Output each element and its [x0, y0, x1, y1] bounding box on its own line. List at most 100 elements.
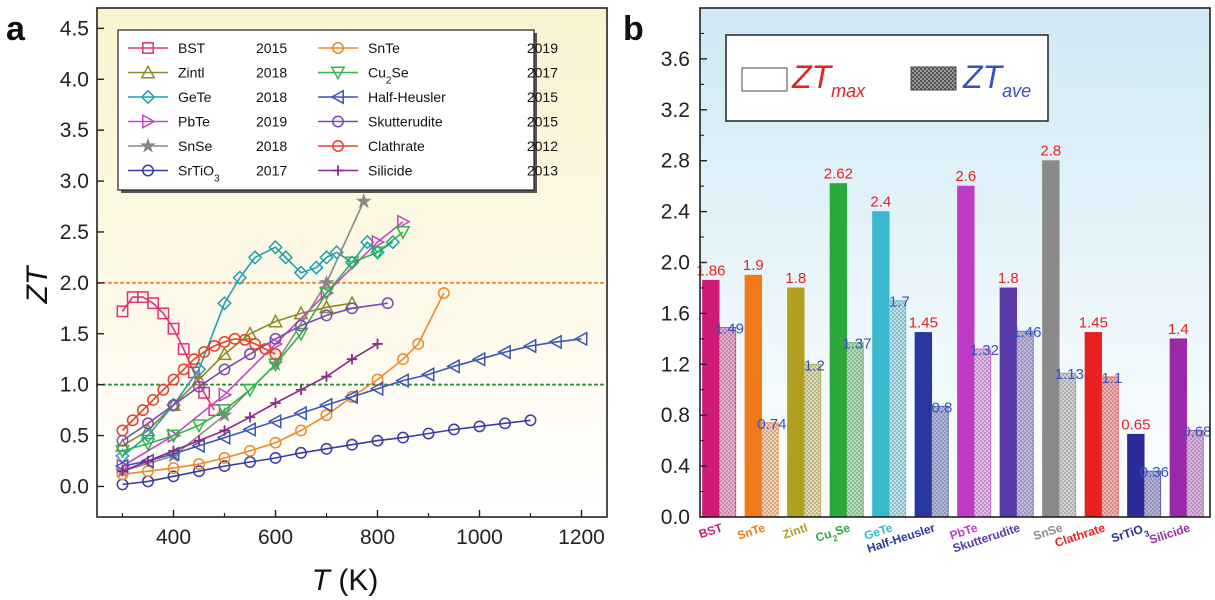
x-tick-label: 1000 — [456, 526, 503, 549]
legend-swatch-zt-ave — [910, 66, 957, 91]
legend-marker-snte — [332, 42, 344, 54]
data-point-silicide — [295, 384, 307, 395]
value-label-zt-ave-skutterudite: 1.46 — [1012, 324, 1041, 341]
y-tick-label: 3.6 — [661, 48, 690, 71]
data-point-cu2se — [217, 404, 232, 418]
data-point-skutterudite — [346, 302, 358, 315]
data-point-clathrate — [157, 383, 170, 396]
y-tick-label: 1.6 — [661, 302, 690, 325]
legend-label-skutterudite: Skutterudite — [368, 114, 443, 130]
data-point-pbte — [320, 285, 335, 301]
data-point-silicide — [117, 465, 128, 477]
value-label-zt-max-zintl: 1.8 — [785, 270, 806, 287]
data-point-skutterudite — [269, 332, 282, 345]
legend-marker-pbte — [142, 114, 156, 129]
data-point-gete — [232, 270, 248, 286]
value-label-zt-max-half-heusler: 1.45 — [909, 314, 938, 331]
legend-zt-ave-sub: ave — [1002, 81, 1031, 101]
data-point-clathrate — [249, 337, 262, 350]
data-point-srtio3 — [167, 470, 180, 483]
value-label-zt-max-srtio3: 0.65 — [1121, 416, 1150, 433]
data-point-skutterudite — [218, 363, 231, 376]
data-point-skutterudite — [244, 348, 256, 361]
legend-swatch-zt-max — [741, 67, 788, 92]
data-point-snte — [412, 337, 425, 350]
data-point-cu2se — [319, 287, 334, 301]
data-point-bst — [147, 297, 160, 310]
value-label-zt-ave-snte: 0.74 — [757, 416, 786, 433]
category-label-bst: BST — [697, 520, 725, 541]
data-point-half-heusler — [522, 338, 537, 354]
bar-zt-ave-hatch-clathrate — [1101, 377, 1119, 517]
bar-zt-ave-hatch-gete — [889, 300, 906, 517]
value-label-zt-ave-clathrate: 1.1 — [1101, 370, 1122, 387]
series-line-gete — [122, 240, 394, 457]
data-point-bst — [116, 305, 129, 318]
bar-zt-ave-hatch-srtio3 — [1144, 471, 1161, 517]
y-tick-label: 2.4 — [661, 201, 691, 224]
y-tick-label: 4.5 — [60, 17, 89, 40]
data-point-silicide — [346, 354, 358, 365]
data-point-silicide — [321, 371, 332, 382]
data-point-half-heusler — [446, 358, 460, 374]
data-point-srtio3 — [269, 452, 282, 464]
data-point-half-heusler — [420, 367, 435, 382]
data-point-srtio3 — [524, 414, 537, 427]
data-point-snte — [295, 424, 307, 437]
data-point-silicide — [270, 397, 281, 409]
data-point-srtio3 — [422, 427, 435, 440]
legend-marker-skutterudite — [332, 115, 344, 128]
bar-zt-ave-hatch-half-heusler — [931, 406, 949, 517]
data-point-snse — [318, 274, 335, 290]
bar-zt-ave-hatch-cu2se — [846, 342, 864, 517]
legend-marker-gete — [140, 89, 156, 105]
series-clathrate — [116, 332, 282, 437]
y-tick-label: 3.0 — [60, 170, 89, 193]
legend-marker-clathrate — [332, 140, 344, 152]
data-point-skutterudite — [295, 319, 307, 332]
panel-a-legend-box — [117, 29, 535, 191]
value-label-zt-max-gete: 2.4 — [870, 194, 891, 211]
data-point-zintl — [191, 371, 207, 386]
legend-label-snse: SnSe — [178, 138, 212, 154]
legend-label-gete: GeTe — [178, 89, 212, 105]
data-point-pbte — [167, 428, 182, 444]
x-axis-title-unit: (K) — [330, 564, 378, 597]
data-point-clathrate — [147, 393, 160, 406]
panel-b-legend: ZTmax ZTave — [725, 34, 1049, 122]
legend-zt-ave-main: ZT — [962, 59, 1005, 95]
data-point-cu2se — [242, 383, 258, 398]
bar-zt-max-half-heusler — [914, 332, 933, 518]
data-point-bst — [177, 343, 190, 355]
data-point-srtio3 — [473, 420, 486, 433]
data-point-clathrate — [167, 373, 180, 386]
value-label-zt-ave-cu2se: 1.37 — [842, 336, 871, 353]
legend-label-zt-ave: ZTave — [962, 59, 1031, 101]
data-point-silicide — [168, 445, 179, 457]
data-point-cu2se — [370, 246, 385, 261]
data-point-skutterudite — [167, 399, 180, 411]
data-point-snte — [167, 462, 180, 475]
data-point-silicide — [219, 425, 230, 436]
bar-zt-ave-hatch-silicide — [1186, 430, 1204, 517]
bar-zt-ave-hatch-pbte — [974, 349, 991, 517]
data-point-snte — [218, 452, 231, 464]
data-point-srtio3 — [244, 456, 256, 468]
legend-zt-max-main: ZT — [791, 59, 834, 95]
legend-label-cu2se: Cu2Se — [368, 65, 409, 87]
y-tick-label: 3.2 — [661, 99, 690, 122]
legend-label-silicide: Silicide — [368, 163, 413, 179]
value-label-zt-max-cu2se: 2.62 — [824, 166, 853, 183]
data-point-srtio3 — [193, 465, 205, 478]
value-label-zt-ave-srtio3: 0.36 — [1140, 464, 1169, 481]
legend-marker-srtio3 — [142, 164, 154, 177]
y-tick-label: 2.5 — [60, 221, 89, 244]
y-tick-label: 0.0 — [60, 475, 89, 498]
bar-zt-max-gete — [872, 211, 890, 518]
data-point-bst — [157, 307, 170, 320]
data-point-srtio3 — [346, 438, 358, 451]
legend-marker-cu2se — [330, 66, 346, 81]
y-tick-label: 1.0 — [60, 374, 89, 397]
data-point-clathrate — [198, 346, 211, 359]
